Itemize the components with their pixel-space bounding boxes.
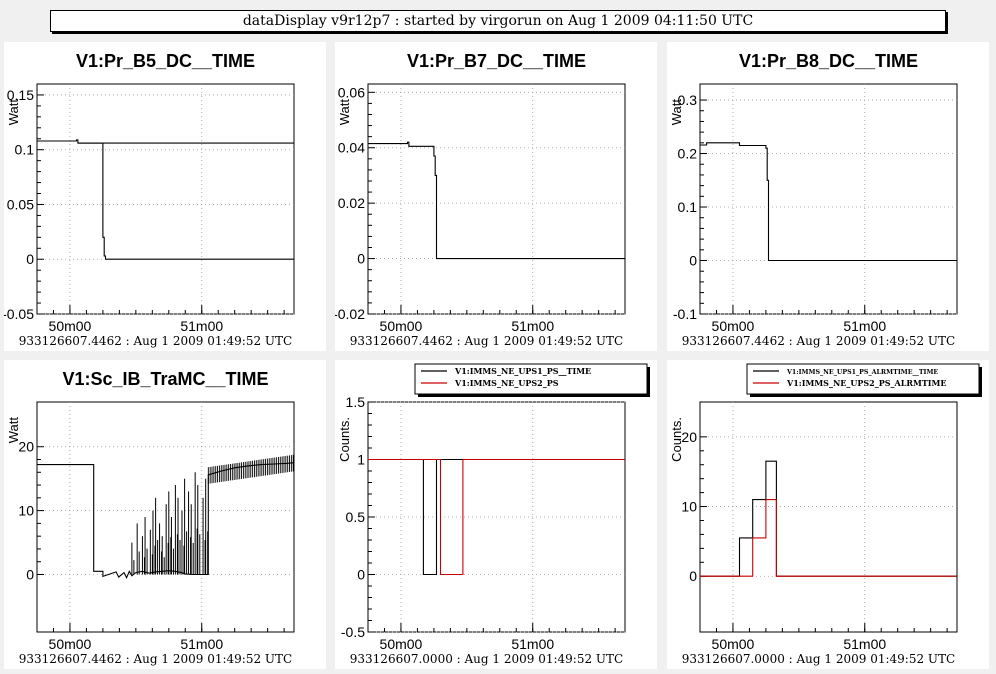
- legend-box: [414, 363, 648, 395]
- y-axis-label: Watt: [337, 99, 352, 126]
- y-tick-label: -0.1: [673, 306, 697, 322]
- x-tick-label: 50m00: [712, 318, 755, 334]
- chart-panel-1: V1:Pr_B5_DC__TIME -0.05 0 0.05 0.1 0.15 50m00 5…: [4, 42, 326, 351]
- chart-footer: 933126607.4462 : Aug 1 2009 01:49:52 UTC: [19, 334, 292, 348]
- y-tick-label: 0.06: [338, 84, 365, 100]
- x-tick-label: 50m00: [712, 636, 755, 652]
- chart-panel-6: 0 10 20 50m00 51m00 Counts. V1:IMMS_NE_UPS1_PS…: [667, 360, 989, 669]
- chart-1-svg[interactable]: V1:Pr_B5_DC__TIME -0.05 0 0.05 0.1 0.15 50m00 5…: [4, 42, 326, 351]
- y-tick-label: 10: [18, 503, 34, 519]
- y-axis-label: Counts.: [337, 417, 352, 462]
- y-tick-label: 20: [681, 429, 697, 445]
- chart-5-svg[interactable]: -0.5 0 0.5 1 1.5 50m00 51m00 Counts. V1:IMMS_NE_…: [335, 360, 657, 669]
- y-tick-label: 0.02: [338, 195, 365, 211]
- y-tick-label: 1.5: [346, 394, 366, 410]
- y-tick-label: 0: [689, 568, 697, 584]
- y-tick-label: 0.1: [15, 142, 35, 158]
- x-tick-label: 51m00: [180, 636, 223, 652]
- x-tick-label: 50m00: [380, 318, 423, 334]
- series-line-1: [37, 462, 295, 580]
- chart-title: V1:Pr_B7_DC__TIME: [407, 51, 586, 71]
- chart-panel-4: V1:Sc_IB_TraMC__TIME 0 10 20 50m00 51m00 Watt 9…: [4, 360, 326, 669]
- chart-2-svg[interactable]: V1:Pr_B7_DC__TIME -0.02 0 0.02 0.04 0.06 50m00…: [335, 42, 657, 351]
- chart-footer: 933126607.4462 : Aug 1 2009 01:49:52 UTC: [19, 652, 292, 666]
- chart-6-svg[interactable]: 0 10 20 50m00 51m00 Counts. V1:IMMS_NE_UPS1_PS…: [667, 360, 989, 669]
- y-axis-label: Counts.: [669, 417, 684, 462]
- plot-frame: [367, 83, 626, 315]
- y-tick-label: 10: [681, 499, 697, 515]
- chart-title: V1:Pr_B8_DC__TIME: [739, 51, 918, 71]
- x-tick-label: 51m00: [843, 318, 886, 334]
- legend-box: [746, 363, 980, 395]
- y-tick-label: -0.02: [335, 306, 365, 322]
- y-tick-label: -0.5: [341, 624, 365, 640]
- legend-label: V1:IMMS_NE_UPS1_PS_ALRMTIME__TIME: [786, 369, 938, 376]
- legend-label: V1:IMMS_NE_UPS2_PS_ALRMTIME: [786, 378, 946, 388]
- y-tick-label: 0.05: [7, 196, 34, 212]
- x-tick-label: 51m00: [180, 318, 223, 334]
- header-banner: dataDisplay v9r12p7 : started by virgoru…: [50, 10, 946, 32]
- x-tick-label: 51m00: [511, 636, 554, 652]
- legend-label: V1:IMMS_NE_UPS2_PS: [454, 378, 559, 388]
- series-line-1: [368, 141, 625, 260]
- series-line-1: [700, 460, 957, 577]
- y-tick-label: 0.1: [678, 199, 698, 215]
- y-tick-label: 0: [26, 251, 34, 267]
- x-tick-label: 50m00: [49, 318, 92, 334]
- series-line-1-b: [77, 142, 294, 260]
- y-tick-label: 1: [357, 452, 365, 468]
- plot-frame: [699, 401, 958, 633]
- chart-3-svg[interactable]: V1:Pr_B8_DC__TIME -0.1 0 0.1 0.2 0.3 50m00 51m0…: [667, 42, 989, 351]
- series-line-2: [368, 458, 625, 576]
- legend-label: V1:IMMS_NE_UPS1_PS__TIME: [454, 366, 591, 376]
- y-tick-label: 0.04: [338, 140, 365, 156]
- series-line-2: [700, 499, 957, 577]
- y-axis-label: Watt: [6, 417, 21, 444]
- plot-frame: [36, 401, 295, 633]
- chart-title: V1:Pr_B5_DC__TIME: [76, 51, 255, 71]
- plot-frame: [36, 83, 295, 315]
- chart-footer: 933126607.0000 : Aug 1 2009 01:49:52 UTC: [682, 652, 955, 666]
- series-line-1: [700, 142, 957, 262]
- chart-footer: 933126607.0000 : Aug 1 2009 01:49:52 UTC: [350, 652, 623, 666]
- chart-title: V1:Sc_IB_TraMC__TIME: [62, 369, 268, 389]
- chart-footer: 933126607.4462 : Aug 1 2009 01:49:52 UTC: [682, 334, 955, 348]
- header-title: dataDisplay v9r12p7 : started by virgoru…: [242, 13, 754, 29]
- y-tick-label: 0.15: [7, 87, 34, 103]
- y-tick-label: 0: [26, 567, 34, 583]
- chart-panel-2: V1:Pr_B7_DC__TIME -0.02 0 0.02 0.04 0.06 50m00…: [335, 42, 657, 351]
- y-axis-label: Watt: [6, 99, 21, 126]
- y-tick-label: 20: [18, 439, 34, 455]
- y-tick-label: 0: [689, 253, 697, 269]
- chart-4-svg[interactable]: V1:Sc_IB_TraMC__TIME 0 10 20 50m00 51m00 Watt 9…: [4, 360, 326, 669]
- series-line-1: [37, 139, 294, 144]
- chart-panel-5: -0.5 0 0.5 1 1.5 50m00 51m00 Counts. V1:IMMS_NE_…: [335, 360, 657, 669]
- chart-footer: 933126607.4462 : Aug 1 2009 01:49:52 UTC: [350, 334, 623, 348]
- y-tick-label: 0.2: [678, 146, 698, 162]
- y-tick-label: -0.05: [4, 306, 34, 322]
- x-tick-label: 50m00: [380, 636, 423, 652]
- y-tick-label: 0: [357, 567, 365, 583]
- chart-panel-3: V1:Pr_B8_DC__TIME -0.1 0 0.1 0.2 0.3 50m00 51m0…: [667, 42, 989, 351]
- x-tick-label: 51m00: [843, 636, 886, 652]
- y-tick-label: 0.3: [678, 92, 698, 108]
- x-tick-label: 50m00: [49, 636, 92, 652]
- y-tick-label: 0: [357, 251, 365, 267]
- y-axis-label: Watt: [669, 99, 684, 126]
- y-tick-label: 0.5: [346, 509, 366, 525]
- x-tick-label: 51m00: [511, 318, 554, 334]
- plot-frame: [699, 83, 958, 315]
